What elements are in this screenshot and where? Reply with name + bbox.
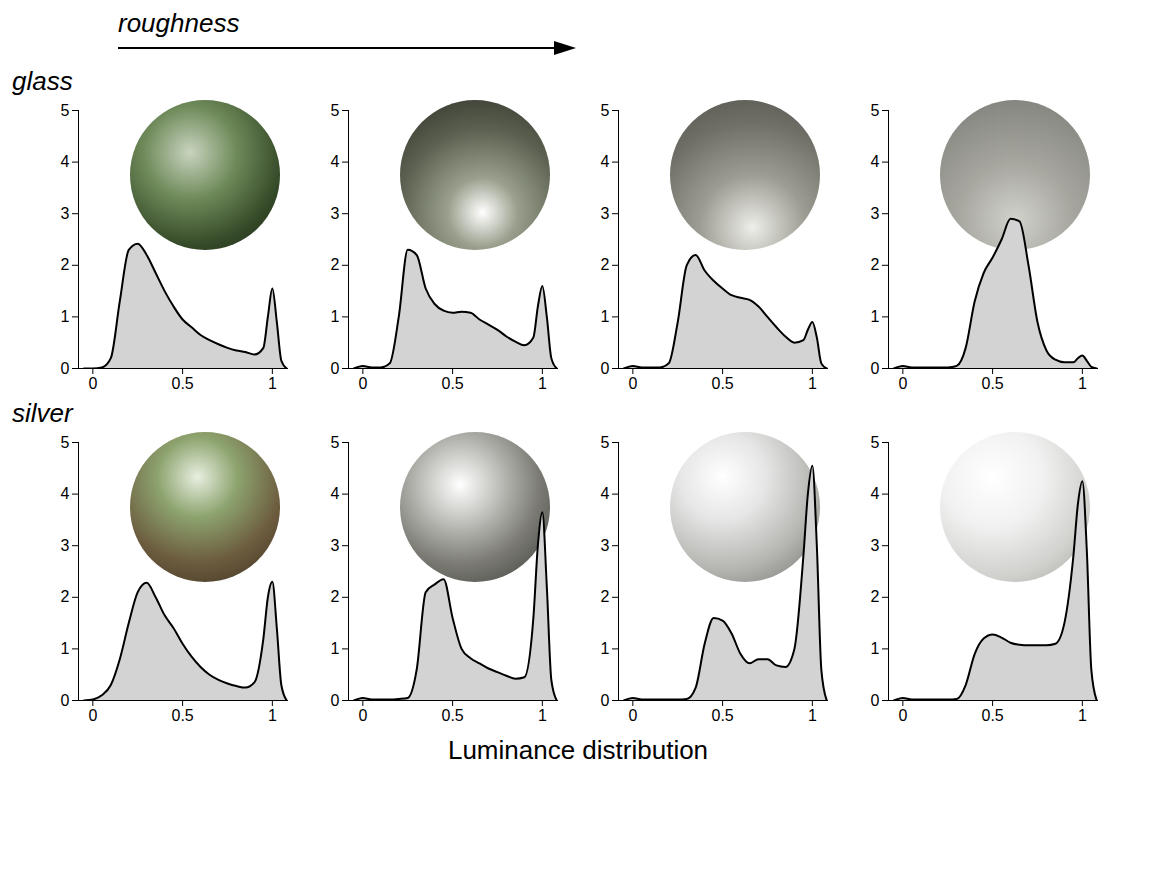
svg-text:1: 1 (1078, 375, 1087, 392)
html-text:Luminance distribution: Luminance distribution (447, 735, 709, 765)
svg-text:3: 3 (331, 537, 340, 554)
svg-text:1: 1 (538, 707, 547, 724)
svg-text:5: 5 (61, 434, 70, 451)
svg-text:4: 4 (331, 153, 340, 170)
svg-text:1: 1 (331, 640, 340, 657)
svg-text:3: 3 (61, 537, 70, 554)
html-text:roughness: roughness (118, 8, 240, 38)
svg-text:0.5: 0.5 (981, 707, 1003, 724)
svg-text:2: 2 (871, 588, 880, 605)
svg-text:2: 2 (601, 256, 610, 273)
svg-text:0: 0 (628, 375, 637, 392)
svg-text:3: 3 (601, 537, 610, 554)
svg-text:0.5: 0.5 (711, 707, 733, 724)
svg-text:5: 5 (601, 434, 610, 451)
svg-text:5: 5 (871, 102, 880, 119)
svg-text:0.5: 0.5 (981, 375, 1003, 392)
svg-text:1: 1 (268, 707, 277, 724)
svg-text:0: 0 (898, 707, 907, 724)
html-text:glass: glass (12, 66, 73, 96)
svg-text:0.5: 0.5 (711, 375, 733, 392)
svg-text:0: 0 (601, 360, 610, 377)
svg-text:1: 1 (871, 308, 880, 325)
svg-text:0.5: 0.5 (171, 707, 193, 724)
svg-text:0: 0 (898, 375, 907, 392)
svg-text:2: 2 (61, 588, 70, 605)
svg-text:2: 2 (871, 256, 880, 273)
svg-text:1: 1 (601, 640, 610, 657)
svg-text:0: 0 (601, 692, 610, 709)
svg-text:4: 4 (61, 485, 70, 502)
svg-text:2: 2 (331, 588, 340, 605)
svg-text:0: 0 (61, 692, 70, 709)
html-text:silver: silver (12, 398, 73, 428)
svg-text:0: 0 (88, 707, 97, 724)
svg-text:1: 1 (538, 375, 547, 392)
svg-text:3: 3 (601, 205, 610, 222)
svg-text:1: 1 (808, 707, 817, 724)
svg-text:4: 4 (61, 153, 70, 170)
svg-text:4: 4 (871, 485, 880, 502)
svg-text:0: 0 (358, 375, 367, 392)
svg-text:4: 4 (331, 485, 340, 502)
svg-text:4: 4 (871, 153, 880, 170)
svg-text:1: 1 (61, 640, 70, 657)
svg-text:5: 5 (331, 102, 340, 119)
svg-text:1: 1 (268, 375, 277, 392)
svg-text:0.5: 0.5 (441, 375, 463, 392)
svg-text:3: 3 (331, 205, 340, 222)
svg-text:2: 2 (331, 256, 340, 273)
svg-text:1: 1 (1078, 707, 1087, 724)
svg-text:0: 0 (628, 707, 637, 724)
svg-text:0.5: 0.5 (171, 375, 193, 392)
svg-text:0.5: 0.5 (441, 707, 463, 724)
svg-text:0: 0 (331, 360, 340, 377)
svg-text:0: 0 (871, 692, 880, 709)
svg-text:3: 3 (871, 205, 880, 222)
svg-text:5: 5 (331, 434, 340, 451)
svg-text:3: 3 (61, 205, 70, 222)
svg-text:5: 5 (871, 434, 880, 451)
svg-text:4: 4 (601, 485, 610, 502)
svg-text:0: 0 (331, 692, 340, 709)
svg-text:2: 2 (61, 256, 70, 273)
svg-text:3: 3 (871, 537, 880, 554)
svg-text:1: 1 (331, 308, 340, 325)
svg-text:1: 1 (61, 308, 70, 325)
svg-text:0: 0 (871, 360, 880, 377)
svg-text:1: 1 (871, 640, 880, 657)
svg-text:0: 0 (358, 707, 367, 724)
svg-text:4: 4 (601, 153, 610, 170)
svg-text:5: 5 (601, 102, 610, 119)
svg-text:5: 5 (61, 102, 70, 119)
svg-text:1: 1 (601, 308, 610, 325)
svg-text:2: 2 (601, 588, 610, 605)
svg-text:1: 1 (808, 375, 817, 392)
svg-text:0: 0 (61, 360, 70, 377)
svg-text:0: 0 (88, 375, 97, 392)
